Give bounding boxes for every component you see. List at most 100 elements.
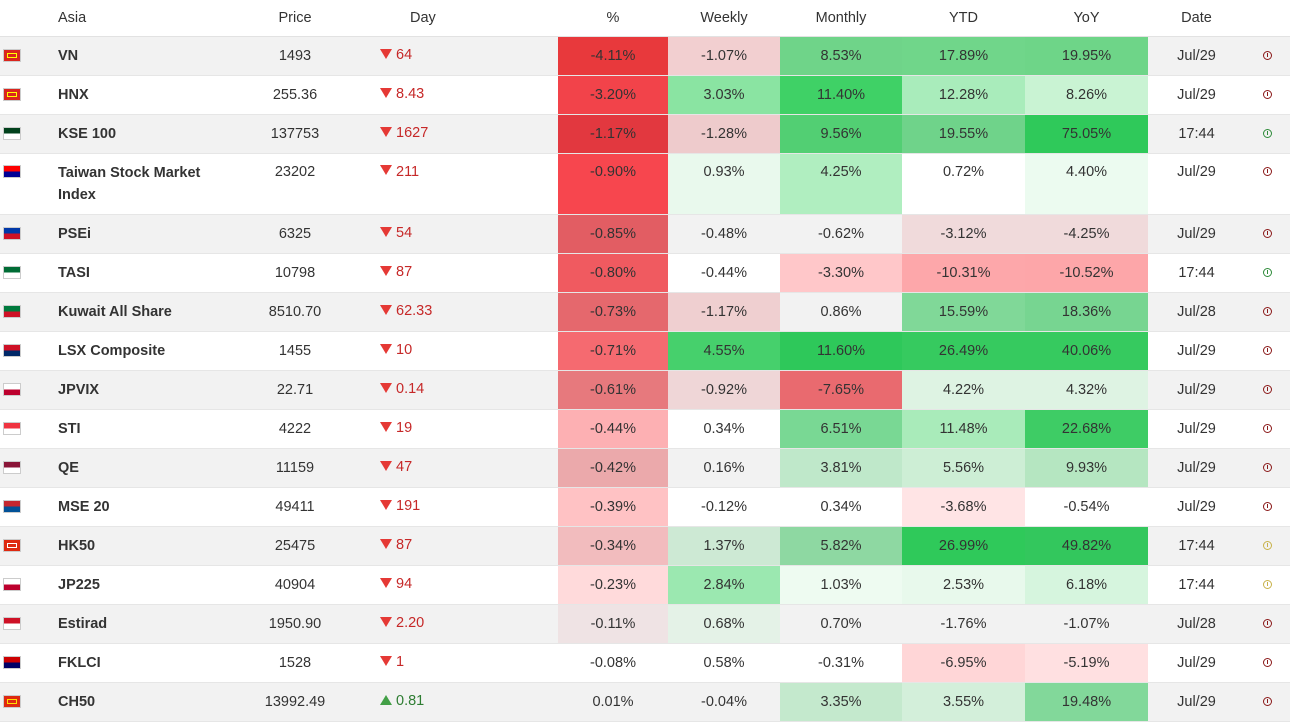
monthly-change-cell: 6.51% [780, 409, 902, 448]
red-clock-icon[interactable] [1263, 619, 1272, 629]
yoy-change-cell: 49.82% [1025, 526, 1148, 565]
index-name-link[interactable]: JPVIX [58, 381, 100, 398]
table-row[interactable]: MSE 20 49411 191 -0.39% -0.12% 0.34% -3.68% -0.… [0, 487, 1290, 526]
country-flag-icon [3, 49, 21, 63]
date-cell: 17:44 [1178, 264, 1215, 281]
red-clock-icon[interactable] [1263, 658, 1272, 668]
yoy-change-cell: -5.19% [1025, 643, 1148, 682]
index-name-link[interactable]: STI [58, 420, 81, 437]
day-change-cell: 2.20 [380, 604, 558, 643]
yellow-clock-icon[interactable] [1263, 580, 1272, 590]
table-row[interactable]: VN 1493 64 -4.11% -1.07% 8.53% 17.89% 19.95% Jul… [0, 36, 1290, 75]
monthly-change-cell: -0.62% [780, 214, 902, 253]
red-clock-icon[interactable] [1263, 307, 1272, 317]
red-clock-icon[interactable] [1263, 463, 1272, 473]
date-cell: Jul/29 [1177, 693, 1216, 710]
red-clock-icon[interactable] [1263, 346, 1272, 356]
index-name-link[interactable]: HNX [58, 86, 89, 103]
header-price[interactable]: Price [210, 0, 380, 37]
red-clock-icon[interactable] [1263, 90, 1272, 100]
price-cell: 1528 [278, 654, 312, 671]
red-clock-icon[interactable] [1263, 385, 1272, 395]
monthly-change-cell: -7.65% [780, 370, 902, 409]
header-region[interactable]: Asia [22, 0, 210, 37]
red-clock-icon[interactable] [1263, 697, 1272, 707]
index-name-link[interactable]: TASI [58, 264, 90, 281]
ytd-change-cell: 19.55% [902, 114, 1025, 153]
index-name-link[interactable]: FKLCI [58, 654, 101, 671]
flag-cell [0, 370, 22, 409]
date-cell: Jul/29 [1177, 86, 1216, 103]
monthly-change-cell: 0.86% [780, 292, 902, 331]
day-change-value: 1 [396, 654, 405, 671]
header-date[interactable]: Date [1148, 0, 1245, 37]
flag-cell [0, 214, 22, 253]
yoy-change-cell: -1.07% [1025, 604, 1148, 643]
table-row[interactable]: HK50 25475 87 -0.34% 1.37% 5.82% 26.99% 49.82% 1… [0, 526, 1290, 565]
price-cell: 23202 [274, 163, 316, 180]
monthly-change-cell: 3.35% [780, 682, 902, 721]
header-yoy[interactable]: YoY [1025, 0, 1148, 37]
red-clock-icon[interactable] [1263, 229, 1272, 239]
price-cell: 4222 [278, 420, 312, 437]
table-row[interactable]: Taiwan Stock Market Index 23202 211 -0.90% 0… [0, 153, 1290, 214]
day-change-cell: 8.43 [380, 75, 558, 114]
yoy-change-cell: 18.36% [1025, 292, 1148, 331]
green-clock-icon[interactable] [1263, 268, 1272, 278]
table-row[interactable]: JP225 40904 94 -0.23% 2.84% 1.03% 2.53% 6.18% 17… [0, 565, 1290, 604]
flag-cell [0, 409, 22, 448]
table-row[interactable]: QE 11159 47 -0.42% 0.16% 3.81% 5.56% 9.93% Jul/2… [0, 448, 1290, 487]
monthly-change-cell: 4.25% [780, 153, 902, 214]
table-row[interactable]: LSX Composite 1455 10 -0.71% 4.55% 11.60% 26.4… [0, 331, 1290, 370]
pct-change-cell: -0.23% [558, 565, 668, 604]
index-name-link[interactable]: VN [58, 47, 79, 64]
index-name-link[interactable]: Estirad [58, 615, 108, 632]
header-day[interactable]: Day [380, 0, 558, 37]
index-name-link[interactable]: Taiwan Stock Market Index [58, 164, 201, 203]
country-flag-icon [3, 305, 21, 319]
triangle-up-icon [380, 695, 392, 706]
index-name-link[interactable]: LSX Composite [58, 342, 166, 359]
table-row[interactable]: HNX 255.36 8.43 -3.20% 3.03% 11.40% 12.28% 8.26… [0, 75, 1290, 114]
yellow-clock-icon[interactable] [1263, 541, 1272, 551]
day-change-value: 8.43 [396, 86, 425, 103]
index-name-link[interactable]: CH50 [58, 693, 96, 710]
table-row[interactable]: Estirad 1950.90 2.20 -0.11% 0.68% 0.70% -1.76%… [0, 604, 1290, 643]
table-row[interactable]: TASI 10798 87 -0.80% -0.44% -3.30% -10.31% -10.… [0, 253, 1290, 292]
index-name-link[interactable]: MSE 20 [58, 498, 110, 515]
triangle-down-icon [380, 305, 392, 316]
date-cell: Jul/29 [1177, 654, 1216, 671]
table-row[interactable]: STI 4222 19 -0.44% 0.34% 6.51% 11.48% 22.68% Jul… [0, 409, 1290, 448]
header-ytd[interactable]: YTD [902, 0, 1025, 37]
header-weekly[interactable]: Weekly [668, 0, 780, 37]
index-name-link[interactable]: JP225 [58, 576, 100, 593]
index-name-link[interactable]: PSEi [58, 225, 92, 242]
red-clock-icon[interactable] [1263, 502, 1272, 512]
country-flag-icon [3, 500, 21, 514]
index-name-link[interactable]: KSE 100 [58, 125, 117, 142]
table-row[interactable]: JPVIX 22.71 0.14 -0.61% -0.92% -7.65% 4.22% 4.3… [0, 370, 1290, 409]
table-row[interactable]: CH50 13992.49 0.81 0.01% -0.04% 3.35% 3.55% 19.… [0, 682, 1290, 721]
green-clock-icon[interactable] [1263, 129, 1272, 139]
index-name-link[interactable]: Kuwait All Share [58, 303, 172, 320]
weekly-change-cell: 0.34% [668, 409, 780, 448]
red-clock-icon[interactable] [1263, 167, 1272, 177]
index-name-link[interactable]: QE [58, 459, 79, 476]
table-row[interactable]: KSE 100 137753 1627 -1.17% -1.28% 9.56% 19.55%… [0, 114, 1290, 153]
table-row[interactable]: Kuwait All Share 8510.70 62.33 -0.73% -1.17%… [0, 292, 1290, 331]
red-clock-icon[interactable] [1263, 424, 1272, 434]
monthly-change-cell: -0.31% [780, 643, 902, 682]
day-change-cell: 0.81 [380, 682, 558, 721]
red-clock-icon[interactable] [1263, 51, 1272, 61]
day-change-cell: 10 [380, 331, 558, 370]
day-change-cell: 1627 [380, 114, 558, 153]
index-name-link[interactable]: HK50 [58, 537, 96, 554]
triangle-down-icon [380, 422, 392, 433]
date-cell: Jul/29 [1177, 225, 1216, 242]
header-monthly[interactable]: Monthly [780, 0, 902, 37]
table-row[interactable]: PSEi 6325 54 -0.85% -0.48% -0.62% -3.12% -4.25%… [0, 214, 1290, 253]
header-pct[interactable]: % [558, 0, 668, 37]
triangle-down-icon [380, 539, 392, 550]
pct-change-cell: 0.01% [558, 682, 668, 721]
table-row[interactable]: FKLCI 1528 1 -0.08% 0.58% -0.31% -6.95% -5.19% J… [0, 643, 1290, 682]
